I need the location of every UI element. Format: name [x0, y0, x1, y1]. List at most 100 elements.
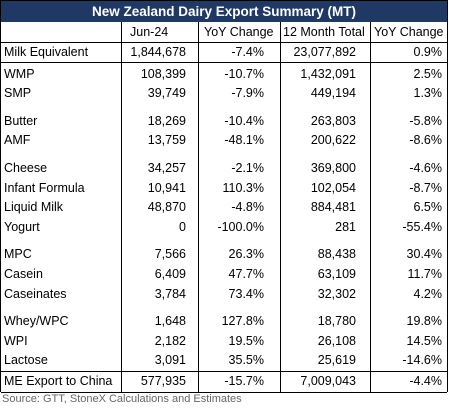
cell: 18,269: [147, 113, 186, 128]
cell: 25,619: [317, 353, 356, 368]
row-label: SMP: [4, 86, 32, 101]
cell: 26,108: [317, 333, 356, 348]
row-label: Lactose: [4, 353, 48, 368]
row-label: Caseinates: [4, 286, 67, 301]
cell: -15.7%: [224, 374, 264, 388]
cell: 108,399: [140, 66, 186, 81]
row-border: [1, 42, 447, 43]
row-label: WMP: [4, 66, 35, 81]
row-label: Cheese: [4, 161, 48, 175]
cell: 18,780: [317, 314, 356, 329]
cell: 73.4%: [228, 286, 264, 301]
cell: 3,091: [154, 353, 186, 368]
column-border: [280, 22, 281, 392]
cell: 48,870: [147, 200, 186, 215]
column-border: [370, 22, 371, 392]
cell: -10.7%: [224, 66, 264, 81]
cell: 102,054: [310, 180, 356, 195]
row-border: [1, 371, 447, 372]
cell: 0: [179, 219, 186, 234]
cell: 14.5%: [406, 333, 442, 348]
cell: 26.3%: [228, 247, 264, 262]
cell: 281: [335, 219, 356, 234]
cell: 127.8%: [221, 314, 264, 329]
cell: -4.6%: [409, 161, 442, 175]
row-label: Butter: [4, 113, 38, 128]
cell: 263,803: [310, 113, 356, 128]
cell: 369,800: [310, 161, 356, 175]
row-label: Liquid Milk: [4, 200, 64, 215]
row-label: Casein: [4, 267, 43, 281]
row-border: [1, 61, 447, 63]
cell: -55.4%: [402, 219, 442, 234]
cell: 884,481: [310, 200, 356, 215]
cell: -5.8%: [409, 113, 442, 128]
row-label: Yogurt: [4, 219, 40, 234]
table-border: [0, 0, 448, 1]
cell: 13,759: [147, 133, 186, 148]
table-border: [447, 0, 448, 22]
cell: 35.5%: [228, 353, 264, 368]
row-label: AMF: [4, 133, 31, 148]
cell: 1,844,678: [130, 45, 186, 59]
cell: 34,257: [147, 161, 186, 175]
column-border: [0, 22, 1, 392]
cell: 11.7%: [407, 267, 442, 281]
cell: 47.7%: [228, 267, 264, 281]
cell: 1.3%: [413, 86, 443, 101]
cell: 1,432,091: [300, 66, 356, 81]
column-header: Jun-24: [130, 25, 169, 39]
cell: -8.6%: [409, 133, 442, 148]
cell: -14.6%: [402, 353, 442, 368]
cell: -2.1%: [231, 161, 264, 175]
cell: 23,077,892: [293, 45, 356, 59]
cell: -7.9%: [231, 86, 264, 101]
cell: 2,182: [154, 333, 186, 348]
column-border: [447, 22, 448, 392]
row-label: Infant Formula: [4, 180, 85, 195]
cell: 7,566: [154, 247, 186, 262]
cell: -4.8%: [231, 200, 264, 215]
column-border: [121, 22, 122, 392]
cell: 10,941: [147, 180, 186, 195]
cell: 6.5%: [413, 200, 443, 215]
cell: 200,622: [310, 133, 356, 148]
cell: -10.4%: [224, 113, 264, 128]
column-header: 12 Month Total: [283, 25, 365, 39]
column-border: [198, 22, 199, 392]
cell: -8.7%: [409, 180, 442, 195]
cell: 0.9%: [413, 45, 443, 59]
table-title: New Zealand Dairy Export Summary (MT): [1, 1, 447, 22]
cell: 19.8%: [406, 314, 442, 329]
cell: 7,009,043: [300, 374, 356, 388]
source-note: Source: GTT, StoneX Calculations and Est…: [2, 393, 242, 405]
cell: 3,784: [154, 286, 186, 301]
table-border: [0, 0, 1, 22]
cell: 63,109: [317, 267, 356, 281]
cell: 449,194: [310, 86, 356, 101]
cell: 88,438: [317, 247, 356, 262]
row-label: WPI: [4, 333, 28, 348]
row-label: Milk Equivalent: [4, 45, 89, 59]
column-header: YoY Change: [204, 25, 274, 39]
row-label: ME Export to China: [4, 374, 113, 388]
cell: 6,409: [154, 267, 186, 281]
cell: -100.0%: [217, 219, 264, 234]
cell: 577,935: [140, 374, 186, 388]
table-border: [1, 391, 447, 393]
cell: 1,648: [154, 314, 186, 329]
cell: 32,302: [317, 286, 356, 301]
cell: 39,749: [147, 86, 186, 101]
cell: 110.3%: [222, 180, 264, 195]
cell: -48.1%: [224, 133, 264, 148]
cell: 30.4%: [406, 247, 442, 262]
cell: 19.5%: [228, 333, 264, 348]
cell: -7.4%: [231, 45, 264, 59]
cell: 2.5%: [413, 66, 443, 81]
cell: 4.2%: [413, 286, 443, 301]
cell: -4.4%: [409, 374, 442, 388]
column-header: YoY Change: [374, 25, 444, 39]
row-label: Whey/WPC: [4, 314, 69, 329]
row-label: MPC: [4, 247, 32, 262]
